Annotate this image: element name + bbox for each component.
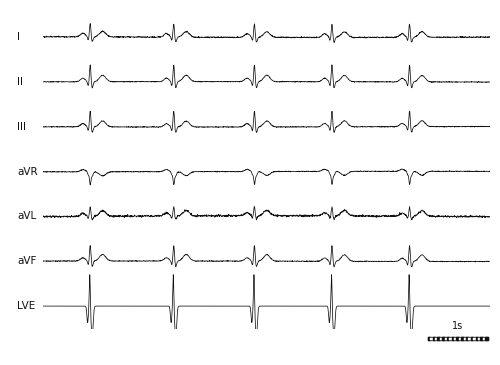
- Bar: [485, 337, 488, 340]
- Bar: [473, 337, 476, 340]
- Bar: [430, 337, 432, 340]
- Bar: [468, 337, 471, 340]
- Text: III: III: [18, 122, 26, 132]
- Bar: [471, 337, 473, 340]
- Bar: [459, 337, 461, 340]
- Bar: [461, 337, 464, 340]
- Bar: [478, 337, 480, 340]
- Text: LVE: LVE: [18, 301, 36, 311]
- Bar: [464, 337, 466, 340]
- Bar: [442, 337, 444, 340]
- Bar: [450, 337, 452, 340]
- Text: 1s: 1s: [452, 321, 464, 331]
- Text: II: II: [18, 77, 24, 87]
- Bar: [428, 337, 488, 340]
- Bar: [447, 337, 450, 340]
- Bar: [440, 337, 442, 340]
- Bar: [444, 337, 447, 340]
- Bar: [456, 337, 459, 340]
- Bar: [435, 337, 438, 340]
- Bar: [454, 337, 456, 340]
- Bar: [432, 337, 435, 340]
- Bar: [480, 337, 482, 340]
- Bar: [476, 337, 478, 340]
- Text: aVF: aVF: [18, 256, 37, 266]
- Text: I: I: [18, 32, 20, 42]
- Bar: [428, 337, 488, 340]
- Text: aVL: aVL: [18, 211, 36, 222]
- Bar: [482, 337, 485, 340]
- Bar: [452, 337, 454, 340]
- Bar: [466, 337, 468, 340]
- Text: aVR: aVR: [18, 166, 38, 177]
- Bar: [438, 337, 440, 340]
- Bar: [428, 337, 430, 340]
